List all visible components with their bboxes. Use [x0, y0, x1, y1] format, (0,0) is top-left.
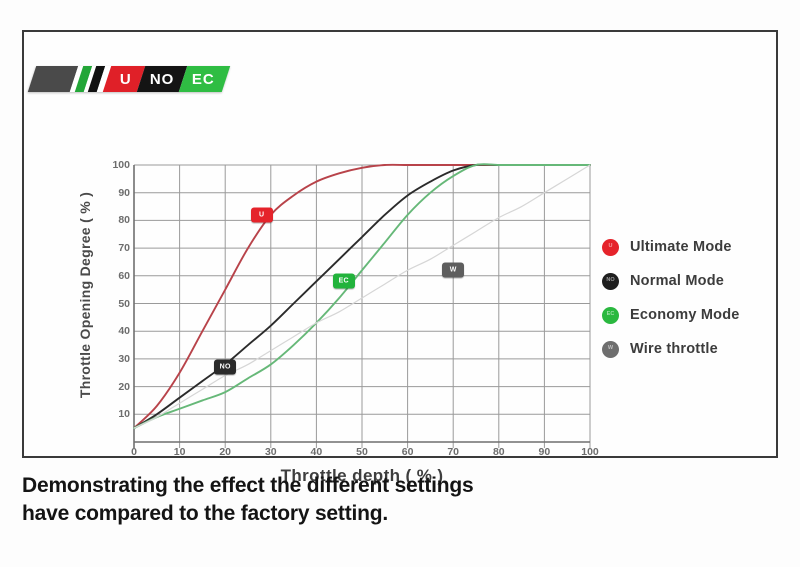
x-tick-label: 70 — [447, 446, 460, 458]
x-tick-label: 10 — [173, 446, 186, 458]
curve-badge-no: NO — [214, 359, 237, 375]
y-tick-label: 60 — [118, 269, 130, 282]
legend-marker-icon: U — [602, 238, 619, 256]
x-tick-label: 30 — [264, 446, 277, 458]
plot-area: Throttle Opening Degree ( % ) 10 20 30 40 50… — [24, 32, 776, 485]
x-tick-label: 0 — [131, 446, 137, 458]
y-tick-label: 40 — [118, 325, 130, 338]
y-tick-label: 100 — [112, 159, 130, 171]
curve-wire-throttle — [133, 164, 591, 429]
legend-item[interactable]: W Wire throttle — [602, 339, 782, 359]
chart-svg — [133, 163, 591, 448]
curve-badge-u: U — [250, 207, 273, 223]
caption-line-1: Demonstrating the effect the different s… — [22, 474, 474, 497]
x-tick-label: 50 — [356, 446, 368, 458]
caption-line-2: have compared to the factory setting. — [22, 502, 389, 526]
legend-item-label: Wire throttle — [630, 341, 718, 357]
legend-marker-icon: NO — [602, 272, 619, 290]
curve-economy-mode — [133, 163, 591, 430]
legend-item[interactable]: U Ultimate Mode — [602, 237, 782, 257]
legend-item-label: Economy Mode — [630, 307, 740, 323]
x-tick-label: 60 — [401, 446, 414, 458]
y-tick-label: 80 — [118, 214, 130, 227]
legend-marker-icon: EC — [602, 306, 619, 324]
y-tick-label: 50 — [118, 297, 130, 310]
curve-badge-w: W — [442, 262, 465, 278]
x-tick-label: 80 — [492, 446, 505, 458]
x-axis-ticks: 0 10 20 30 40 50 60 70 80 90 100 — [131, 442, 599, 460]
x-tick-label: 100 — [581, 446, 599, 458]
y-axis-ticks: 10 20 30 40 50 60 70 80 90 100 — [102, 32, 130, 456]
curve-badge-ec: EC — [332, 273, 355, 289]
legend-item-label: Ultimate Mode — [630, 239, 732, 255]
chart-legend: U Ultimate Mode NO Normal Mode EC Economy Mod… — [602, 237, 782, 373]
x-tick-label: 90 — [538, 446, 551, 458]
chart-card: U NO EC Throttle Opening Degree ( % ) 10… — [22, 30, 778, 485]
x-axis-label: Throttle depth ( % ) — [280, 466, 444, 485]
y-tick-label: 20 — [118, 380, 130, 393]
legend-item[interactable]: EC Economy Mode — [602, 305, 782, 325]
legend-item[interactable]: NO Normal Mode — [602, 271, 782, 291]
y-tick-label: 10 — [118, 408, 130, 421]
x-tick-label: 40 — [310, 446, 323, 458]
y-tick-label: 70 — [118, 242, 130, 255]
x-tick-label: 20 — [219, 446, 232, 458]
legend-marker-icon: W — [602, 340, 619, 358]
y-tick-label: 30 — [118, 352, 130, 365]
y-tick-label: 90 — [118, 186, 130, 199]
figure-caption: Demonstrating the effect the different s… — [22, 472, 722, 529]
legend-item-label: Normal Mode — [630, 273, 725, 289]
